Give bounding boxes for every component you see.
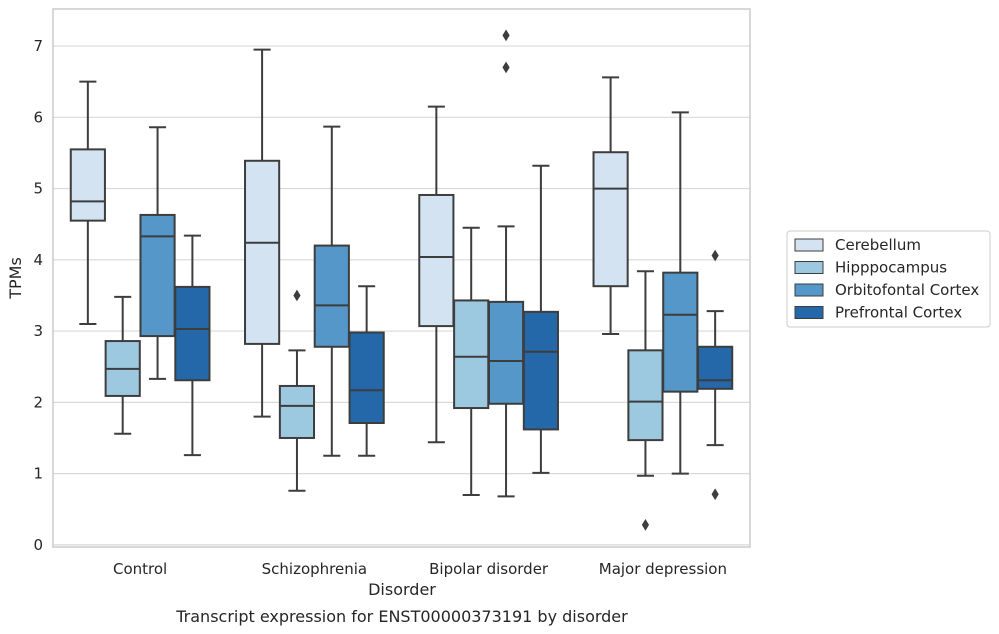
outlier-point: [641, 519, 650, 531]
box-iqr: [278, 384, 316, 439]
box-iqr: [139, 213, 176, 338]
box-iqr: [627, 349, 664, 442]
box-iqr: [487, 300, 525, 405]
box-cerebellum: [244, 48, 281, 418]
box-iqr: [244, 159, 281, 345]
box-prefrontal-cortex: [522, 164, 559, 474]
box-iqr: [453, 299, 490, 410]
y-axis-title: TPMs: [6, 257, 25, 300]
outlier-point: [502, 29, 510, 42]
box-cerebellum: [418, 105, 455, 444]
plot-frame: [52, 8, 751, 548]
x-tick-labels: Control Schizophrenia Bipolar disorder Majo…: [113, 560, 727, 578]
x-tick-label: Schizophrenia: [262, 560, 367, 578]
legend-swatch: [794, 306, 824, 319]
legend-label: Hipppocampus: [835, 259, 947, 277]
box-iqr: [522, 310, 559, 431]
box-cerebellum: [592, 76, 629, 335]
legend-swatch: [794, 238, 824, 252]
legend-swatch: [794, 261, 824, 274]
outlier-point: [502, 61, 510, 74]
y-tick-label: 0: [33, 536, 43, 554]
box-prefrontal-cortex: [174, 234, 211, 457]
box-hipppocampus: [453, 226, 490, 496]
y-tick-label: 5: [33, 180, 43, 198]
box-iqr: [174, 285, 211, 382]
box-hipppocampus: [627, 270, 664, 531]
x-tick-label: Control: [113, 560, 167, 578]
outlier-point: [293, 289, 301, 302]
box-iqr: [697, 345, 734, 390]
box-iqr: [662, 271, 699, 393]
box-hipppocampus: [104, 295, 141, 435]
box-prefrontal-cortex: [348, 285, 385, 457]
x-axis-title: Disorder: [368, 580, 436, 599]
legend: Cerebellum Hipppocampus Orbitofontal Corte…: [786, 230, 991, 328]
y-tick-label: 2: [33, 393, 43, 411]
legend-frame: [786, 230, 991, 328]
y-tick-label: 4: [33, 251, 43, 269]
box-prefrontal-cortex: [697, 249, 734, 501]
outlier-point: [711, 249, 719, 262]
y-tick-label: 7: [33, 37, 43, 55]
box-iqr: [313, 244, 350, 348]
box-plot-series: [69, 29, 734, 531]
box-orbitofontal-cortex: [662, 111, 699, 475]
legend-label: Cerebellum: [835, 236, 921, 254]
legend-swatch: [794, 283, 824, 297]
y-tick-label: 1: [33, 465, 43, 483]
box-iqr: [592, 151, 629, 288]
box-iqr: [418, 193, 455, 328]
box-iqr: [69, 148, 106, 222]
chart-caption: Transcript expression for ENST0000037319…: [175, 607, 628, 626]
box-hipppocampus: [278, 289, 316, 492]
outlier-point: [711, 488, 719, 501]
box-orbitofontal-cortex: [313, 125, 350, 457]
box-orbitofontal-cortex: [139, 126, 176, 380]
y-tick-label: 3: [33, 322, 43, 340]
legend-label: Orbitofontal Cortex: [835, 281, 979, 299]
box-orbitofontal-cortex: [487, 29, 525, 498]
legend-label: Prefrontal Cortex: [835, 304, 962, 322]
x-tick-label: Bipolar disorder: [429, 560, 549, 578]
y-tick-label: 6: [33, 108, 43, 126]
y-tick-labels: 0 1 2 3 4 5 6 7: [33, 37, 43, 554]
box-iqr: [348, 331, 385, 425]
x-tick-label: Major depression: [599, 560, 727, 578]
box-cerebellum: [69, 80, 106, 325]
